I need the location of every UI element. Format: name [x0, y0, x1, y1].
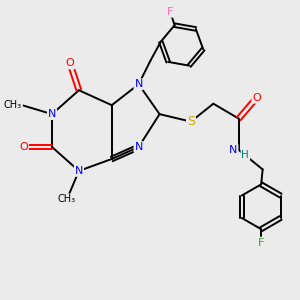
Text: O: O	[252, 93, 261, 103]
Text: N: N	[134, 79, 143, 89]
Text: S: S	[187, 115, 195, 128]
Text: O: O	[19, 142, 28, 152]
Text: N: N	[229, 145, 238, 155]
Text: CH₃: CH₃	[4, 100, 22, 110]
Text: N: N	[134, 142, 143, 152]
Text: N: N	[48, 109, 56, 119]
Text: F: F	[258, 238, 264, 248]
Text: H: H	[242, 150, 249, 161]
Text: N: N	[75, 166, 83, 176]
Text: F: F	[167, 7, 173, 17]
Text: O: O	[66, 58, 74, 68]
Text: CH₃: CH₃	[58, 194, 76, 204]
